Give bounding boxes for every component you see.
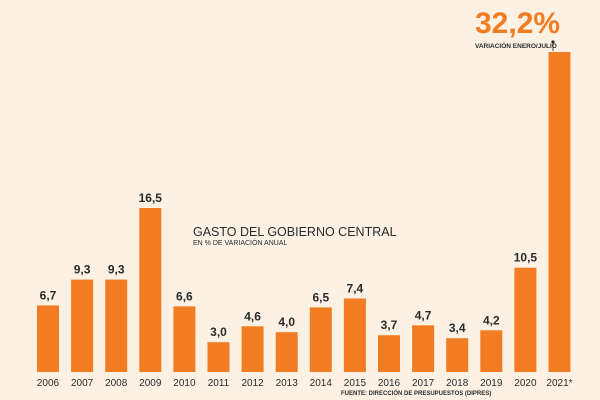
- value-label-2006: 6,7: [40, 288, 57, 302]
- x-tick-2019: 2019: [480, 378, 503, 389]
- x-tick-2012: 2012: [241, 378, 264, 389]
- bars-group: 6,7 2006 9,3 2007 9,3 2008 16,5 2009 6,6 2010 3,0 2…: [37, 52, 573, 389]
- value-label-2020: 10,5: [514, 251, 538, 265]
- bar-2021*: [548, 52, 571, 372]
- bar-2014: [309, 307, 332, 372]
- value-label-2008: 9,3: [108, 263, 125, 277]
- chart-title: GASTO DEL GOBIERNO CENTRAL: [193, 225, 397, 239]
- x-tick-2010: 2010: [173, 378, 196, 389]
- value-label-2017: 4,7: [415, 308, 432, 322]
- x-tick-2020: 2020: [514, 378, 537, 389]
- highlight-value-label: 32,2%: [475, 7, 560, 40]
- x-tick-2013: 2013: [276, 378, 299, 389]
- value-label-2014: 6,5: [312, 290, 329, 304]
- bar-2015: [343, 298, 366, 372]
- highlight-connector-dot: [551, 40, 555, 44]
- value-label-2016: 3,7: [381, 318, 398, 332]
- x-tick-2014: 2014: [310, 378, 333, 389]
- value-label-2007: 9,3: [74, 263, 91, 277]
- bar-2018: [446, 338, 469, 372]
- x-tick-2011: 2011: [208, 378, 230, 389]
- value-label-2012: 4,6: [244, 309, 261, 323]
- value-label-2019: 4,2: [483, 313, 500, 327]
- highlight-note: VARIACIÓN ENERO/JULIO: [475, 41, 557, 50]
- x-tick-2009: 2009: [139, 378, 162, 389]
- bar-2017: [412, 325, 435, 372]
- bar-2011: [207, 342, 230, 372]
- value-label-2015: 7,4: [347, 282, 364, 296]
- bar-2010: [173, 306, 196, 372]
- x-tick-2006: 2006: [37, 378, 60, 389]
- bar-2012: [241, 326, 264, 372]
- value-label-2009: 16,5: [139, 191, 163, 205]
- x-tick-2018: 2018: [446, 378, 469, 389]
- x-tick-2017: 2017: [412, 378, 435, 389]
- bar-2020: [514, 267, 537, 372]
- x-tick-2008: 2008: [105, 378, 128, 389]
- bar-2013: [275, 332, 298, 372]
- bar-2008: [105, 279, 128, 372]
- value-label-2010: 6,6: [176, 289, 193, 303]
- bar-2006: [37, 305, 59, 372]
- chart-source: FUENTE: DIRECCIÓN DE PRESUPUESTOS (DIPRE…: [341, 389, 491, 397]
- x-tick-2015: 2015: [344, 378, 367, 389]
- value-label-2011: 3,0: [210, 325, 227, 339]
- x-tick-2016: 2016: [378, 378, 401, 389]
- bar-2016: [378, 335, 400, 372]
- value-label-2018: 3,4: [449, 321, 466, 335]
- bar-2009: [139, 208, 162, 372]
- bar-2007: [71, 279, 94, 372]
- chart-subtitle: EN % DE VARIACIÓN ANUAL: [193, 238, 288, 247]
- bar-2019: [480, 330, 503, 372]
- x-tick-2007: 2007: [71, 378, 94, 389]
- x-tick-2021*: 2021*: [546, 378, 572, 389]
- value-label-2013: 4,0: [278, 315, 295, 329]
